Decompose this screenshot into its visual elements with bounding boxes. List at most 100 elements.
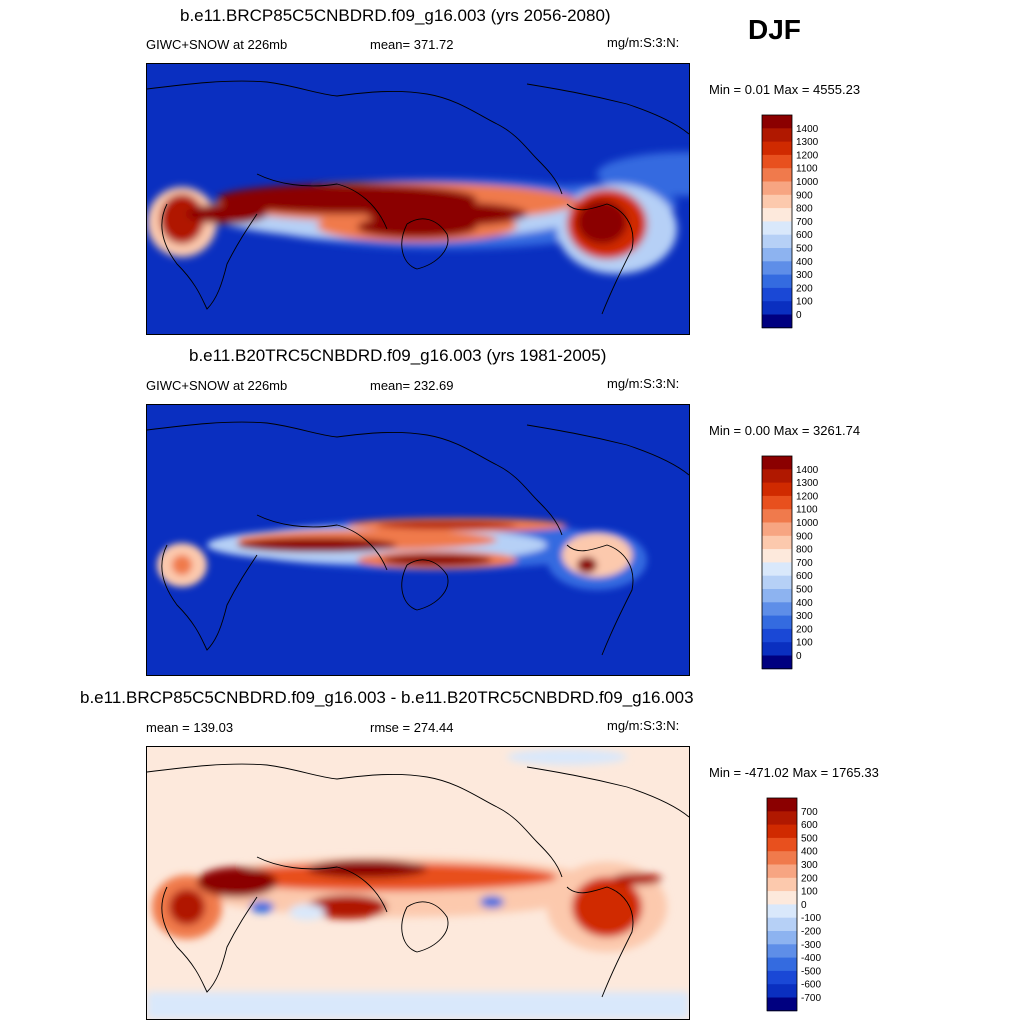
colorbar-swatch (767, 877, 797, 892)
panel1-map (146, 63, 690, 335)
panel2-colorbar: 1400 1300 1200 1100 1000 900 800 700 600 500 400 30… (761, 455, 832, 671)
colorbar-swatch (762, 287, 792, 302)
panel3-units-label: mg/m:S:3:N: (607, 718, 680, 733)
colorbar-border (761, 114, 793, 329)
colorbar-tick-label: 0 (801, 900, 807, 911)
colorbar-swatch (762, 456, 792, 470)
colorbar-swatch (767, 851, 797, 865)
colorbar-swatch (762, 522, 792, 537)
colorbar-tick-label: 300 (801, 860, 818, 871)
colorbar-tick-label: -200 (801, 927, 821, 938)
colorbar-swatch (762, 314, 792, 329)
colorbar-swatch (762, 181, 792, 196)
colorbar-tick-label: 1400 (796, 124, 819, 135)
colorbar-tick-label: -600 (801, 980, 821, 991)
colorbar-swatch (762, 628, 792, 643)
colorbar-tick-label: 200 (796, 624, 813, 635)
colorbar-tick-label: 500 (801, 833, 818, 844)
colorbar-swatch (762, 154, 792, 169)
colorbar-tick-label: 1000 (796, 518, 819, 529)
colorbar-swatch (762, 168, 792, 182)
colorbar-swatch (762, 274, 792, 289)
panel1-minmax-label: Min = 0.01 Max = 4555.23 (709, 82, 861, 97)
colorbar-tick-label: 1200 (796, 491, 819, 502)
panel2-units-label: mg/m:S:3:N: (607, 376, 680, 391)
panel3-map (146, 746, 690, 1020)
colorbar-swatch (762, 615, 792, 630)
colorbar-swatch (762, 194, 792, 209)
colorbar-swatch (762, 141, 792, 156)
colorbar-swatch (767, 917, 797, 932)
panel1-variable-label: GIWC+SNOW at 226mb (146, 37, 288, 52)
colorbar-swatch (767, 824, 797, 839)
colorbar-swatch (762, 509, 792, 523)
colorbar-tick-label: 100 (801, 887, 818, 898)
colorbar-tick-label: 600 (796, 230, 813, 241)
colorbar-swatch (762, 128, 792, 142)
colorbar-swatch (767, 944, 797, 958)
colorbar-tick-label: 800 (796, 204, 813, 215)
colorbar-tick-label: -500 (801, 966, 821, 977)
panel2-title: b.e11.B20TRC5CNBDRD.f09_g16.003 (yrs 198… (189, 346, 607, 365)
panel3-minmax-label: Min = -471.02 Max = 1765.33 (709, 765, 879, 780)
colorbar-tick-label: 900 (796, 190, 813, 201)
colorbar-border (766, 797, 798, 1012)
colorbar-tick-label: -700 (801, 993, 821, 1004)
panel2-field (157, 518, 647, 590)
colorbar-swatch (762, 655, 792, 670)
colorbar-swatch (767, 864, 797, 879)
season-label: DJF (748, 14, 801, 45)
colorbar-tick-label: 700 (796, 217, 813, 228)
colorbar-tick-label: 1400 (796, 465, 819, 476)
colorbar-tick-label: 300 (796, 270, 813, 281)
panel3-mean-label: mean = 139.03 (146, 720, 234, 735)
colorbar-tick-label: -400 (801, 953, 821, 964)
colorbar-tick-label: -300 (801, 940, 821, 951)
colorbar-tick-label: 700 (796, 558, 813, 569)
colorbar-tick-label: 200 (801, 873, 818, 884)
colorbar-swatch (762, 261, 792, 275)
panel3-rmse-label: rmse = 274.44 (370, 720, 454, 735)
colorbar-tick-label: 600 (796, 571, 813, 582)
colorbar-tick-label: 100 (796, 297, 813, 308)
colorbar-swatch (762, 602, 792, 616)
colorbar-swatch (762, 208, 792, 222)
colorbar-swatch (762, 642, 792, 656)
colorbar-swatch (767, 997, 797, 1012)
colorbar-swatch (767, 931, 797, 945)
colorbar-tick-label: 600 (801, 820, 818, 831)
colorbar-tick-label: 700 (801, 807, 818, 818)
colorbar-swatch (762, 115, 792, 129)
colorbar-tick-label: 400 (796, 257, 813, 268)
colorbar-swatch (762, 234, 792, 249)
colorbar-tick-label: 500 (796, 244, 813, 255)
panel3-title: b.e11.BRCP85C5CNBDRD.f09_g16.003 - b.e11… (80, 688, 694, 707)
colorbar-border (761, 455, 793, 670)
colorbar-swatch (762, 549, 792, 563)
colorbar-tick-label: 500 (796, 585, 813, 596)
colorbar-tick-label: 200 (796, 283, 813, 294)
panel2-map (146, 404, 690, 676)
panel3-coastlines (147, 763, 689, 998)
panel2-mean-label: mean= 232.69 (370, 378, 454, 393)
panel1-colorbar: 1400 1300 1200 1100 1000 900 800 700 600 500 400 30… (761, 114, 832, 330)
colorbar-tick-label: 0 (796, 310, 802, 321)
colorbar-swatch (762, 562, 792, 577)
colorbar-swatch (767, 904, 797, 919)
panel1-mean-label: mean= 371.72 (370, 37, 454, 52)
panel2-minmax-label: Min = 0.00 Max = 3261.74 (709, 423, 861, 438)
colorbar-tick-label: 100 (796, 638, 813, 649)
colorbar-swatch (767, 970, 797, 985)
colorbar-swatch (762, 535, 792, 550)
panel3-colorbar: 700 600 500 400 300 200 100 0 -100 -200 -300 -400 -5… (766, 797, 837, 1013)
colorbar-tick-label: 900 (796, 531, 813, 542)
colorbar-swatch (762, 495, 792, 510)
colorbar-swatch (767, 891, 797, 905)
colorbar-swatch (762, 469, 792, 483)
colorbar-tick-label: 0 (796, 651, 802, 662)
colorbar-tick-label: 1300 (796, 478, 819, 489)
panel1-title: b.e11.BRCP85C5CNBDRD.f09_g16.003 (yrs 20… (180, 6, 611, 25)
colorbar-swatch (767, 798, 797, 812)
colorbar-swatch (767, 811, 797, 825)
colorbar-swatch (762, 248, 792, 262)
